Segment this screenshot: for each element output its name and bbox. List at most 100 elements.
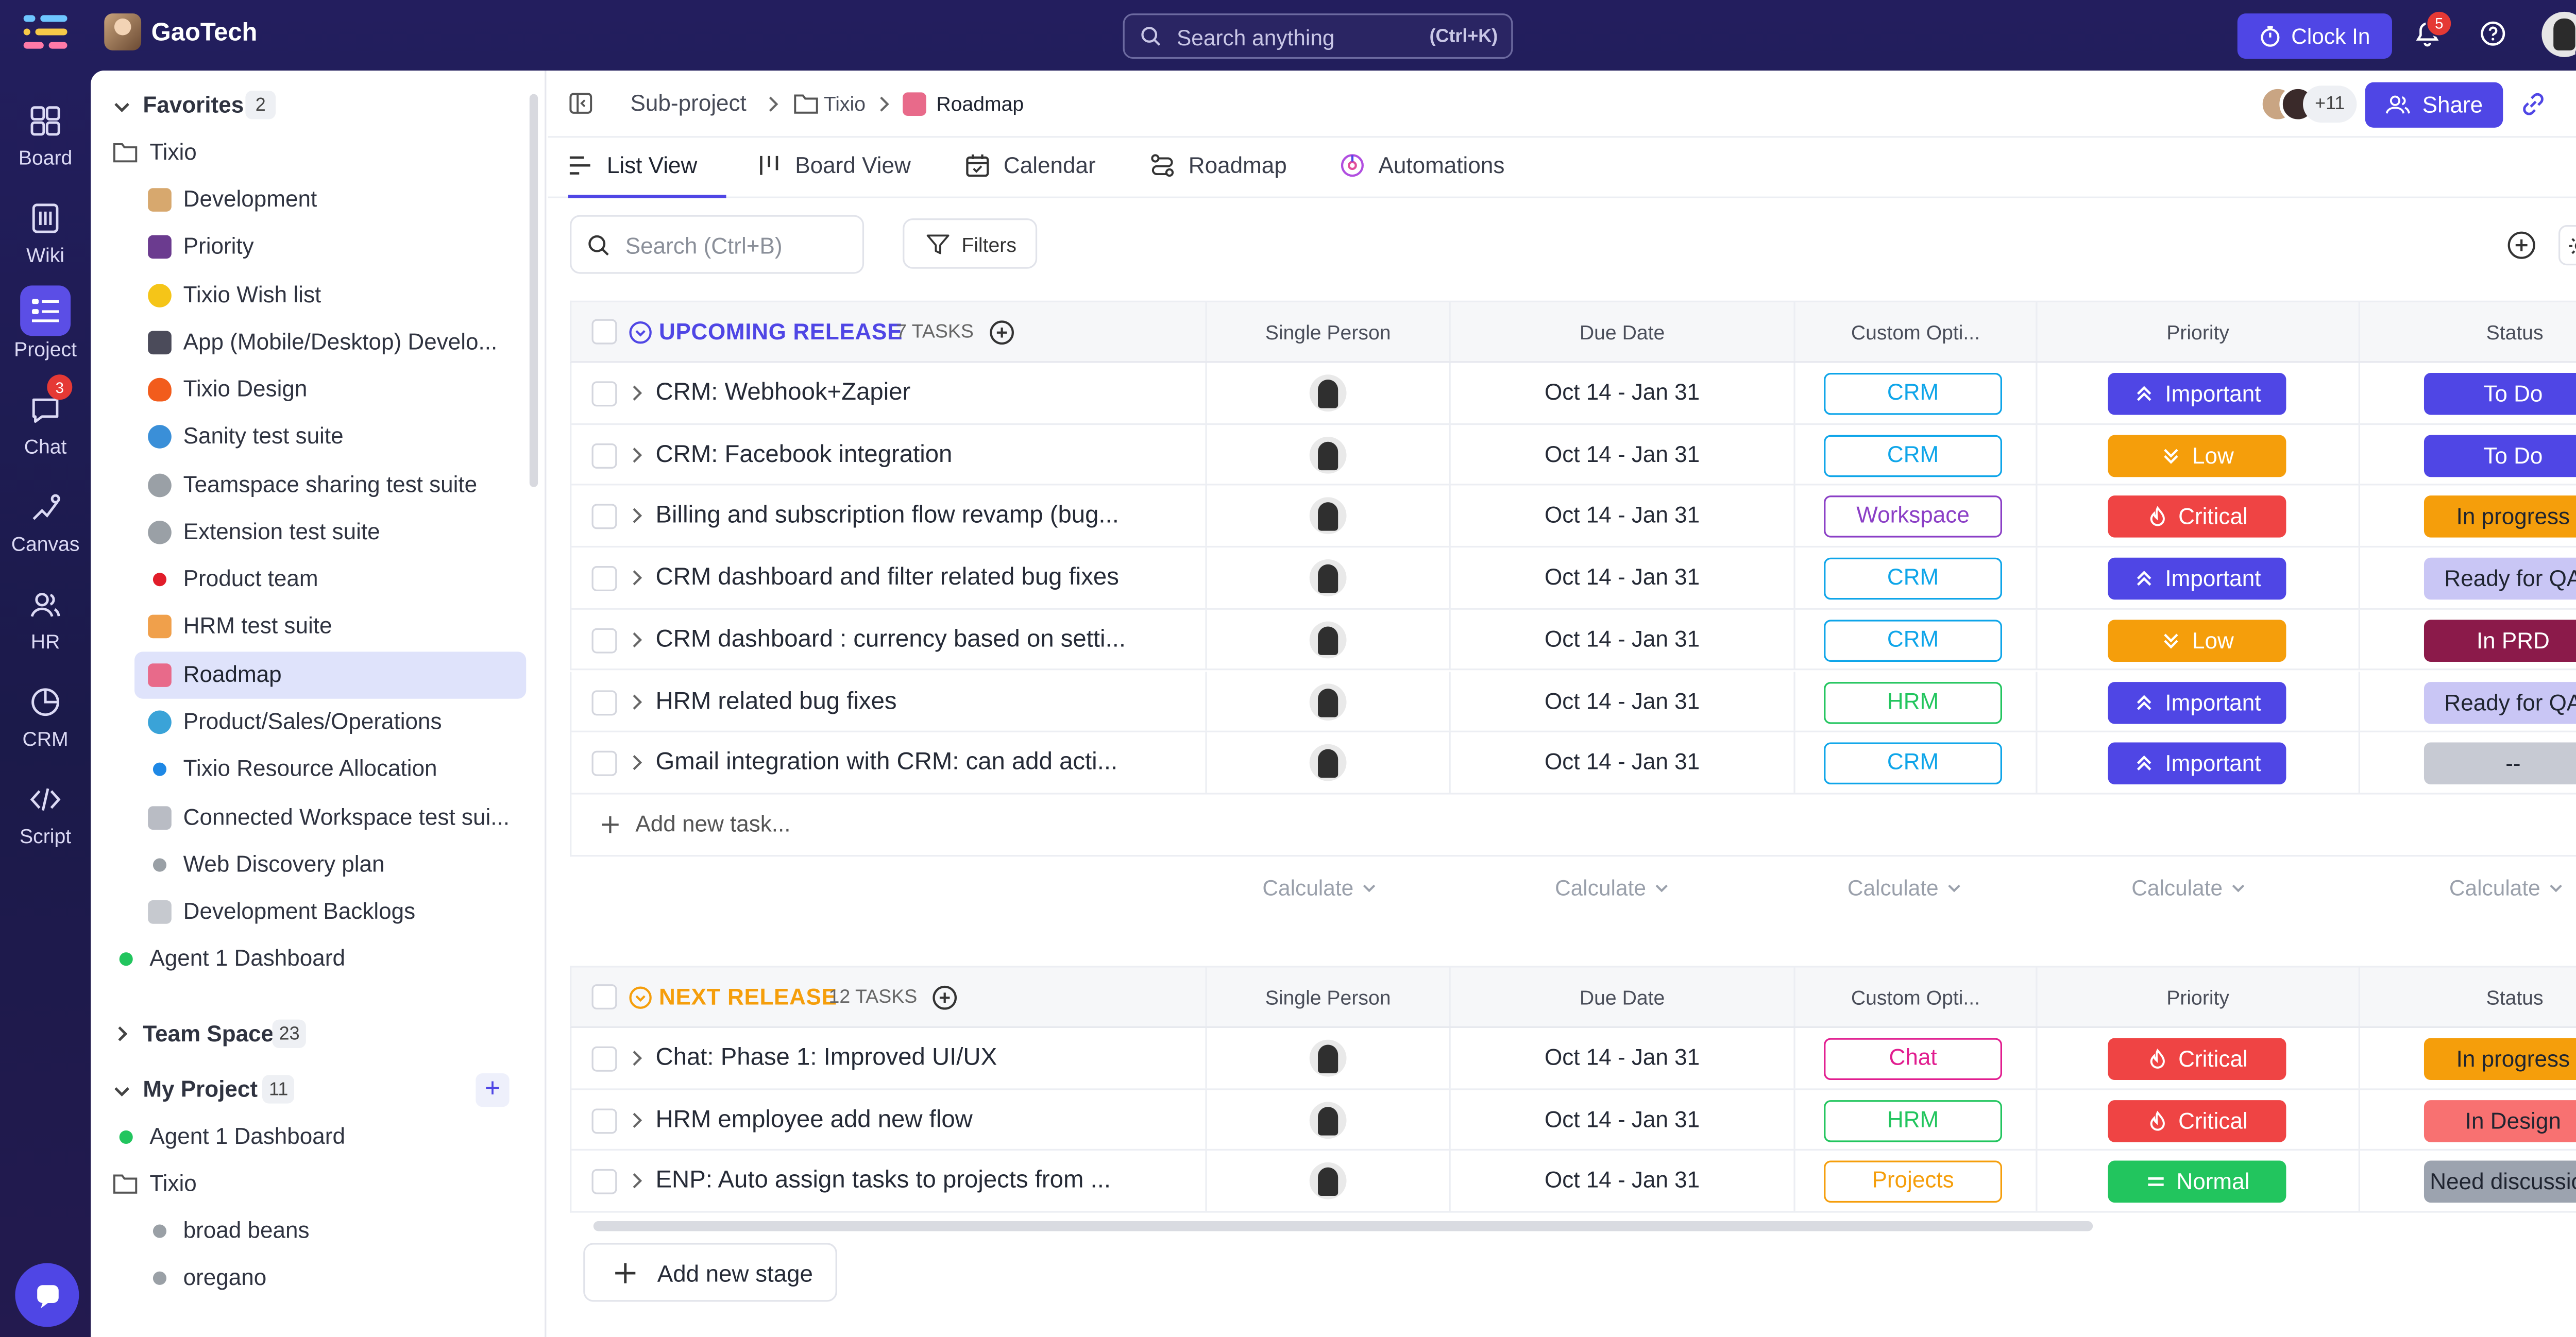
status-badge[interactable]: Need discussion — [2424, 1161, 2576, 1204]
assignee-avatar[interactable] — [1309, 1039, 1347, 1077]
table-row[interactable]: CRM: Webhook+Zapier Oct 14 - Jan 31 CRM Imp… — [570, 363, 2576, 425]
chevron-right-icon[interactable] — [629, 629, 646, 649]
table-horizontal-scrollbar[interactable] — [593, 1221, 2093, 1231]
row-select-checkbox[interactable] — [591, 1170, 617, 1195]
row-select-checkbox[interactable] — [591, 566, 617, 592]
sidebar-folder-tixio[interactable]: Tixio — [91, 134, 531, 172]
view-settings-button[interactable] — [2558, 225, 2576, 266]
sidebar-item-my-agent[interactable]: Agent 1 Dashboard — [91, 1119, 531, 1156]
column-header-custom-option[interactable]: Custom Opti... — [1851, 320, 1980, 345]
row-select-checkbox[interactable] — [591, 1108, 617, 1134]
priority-badge[interactable]: Normal — [2108, 1161, 2286, 1204]
custom-option-tag[interactable]: CRM — [1824, 373, 2002, 415]
row-select-checkbox[interactable] — [591, 504, 617, 530]
priority-badge[interactable]: Critical — [2108, 496, 2286, 538]
custom-option-tag[interactable]: Workspace — [1824, 496, 2002, 538]
table-row[interactable]: Gmail integration with CRM: can add acti… — [570, 732, 2576, 795]
sidebar-item-roadmap[interactable]: Roadmap — [91, 657, 531, 694]
table-row[interactable]: Billing and subscription flow revamp (bu… — [570, 486, 2576, 548]
collapse-circle-icon[interactable] — [629, 321, 652, 345]
assignee-avatar[interactable] — [1309, 436, 1347, 473]
task-name[interactable]: Gmail integration with CRM: can add acti… — [655, 749, 1118, 777]
table-row[interactable]: HRM related bug fixes Oct 14 - Jan 31 HRM I… — [570, 671, 2576, 733]
sidebar-item-teamspace-test[interactable]: Teamspace sharing test suite — [91, 467, 531, 504]
workspace-name[interactable]: GaoTech — [151, 18, 258, 47]
custom-option-tag[interactable]: HRM — [1824, 681, 2002, 723]
calculate-due-date[interactable]: Calculate — [1555, 875, 1670, 900]
sidebar-item-development[interactable]: Development — [91, 181, 531, 218]
sidebar-item-app-development[interactable]: App (Mobile/Desktop) Develo... — [91, 324, 531, 361]
column-header-status[interactable]: Status — [2486, 320, 2544, 345]
table-row[interactable]: ENP: Auto assign tasks to projects from … — [570, 1151, 2576, 1213]
status-badge[interactable]: To Do — [2424, 373, 2576, 415]
task-name[interactable]: HRM employee add new flow — [655, 1106, 973, 1134]
row-select-checkbox[interactable] — [591, 628, 617, 653]
collapse-circle-icon[interactable] — [629, 986, 652, 1009]
due-date[interactable]: Oct 14 - Jan 31 — [1545, 441, 1700, 467]
sidebar-team-space[interactable]: Team Space 23 — [91, 1016, 531, 1053]
app-logo-icon[interactable] — [23, 15, 67, 55]
due-date[interactable]: Oct 14 - Jan 31 — [1545, 749, 1700, 775]
sidebar-item-connected-workspace[interactable]: Connected Workspace test sui... — [91, 799, 531, 836]
priority-badge[interactable]: Important — [2108, 373, 2286, 415]
assignee-avatar[interactable] — [1309, 374, 1347, 412]
due-date[interactable]: Oct 14 - Jan 31 — [1545, 1044, 1700, 1070]
column-header-due-date[interactable]: Due Date — [1579, 320, 1665, 345]
status-badge[interactable]: In progress — [2424, 1038, 2576, 1081]
task-name[interactable]: CRM dashboard and filter related bug fix… — [655, 564, 1119, 592]
custom-option-tag[interactable]: Chat — [1824, 1038, 2002, 1081]
column-header-priority[interactable]: Priority — [2166, 320, 2230, 345]
due-date[interactable]: Oct 14 - Jan 31 — [1545, 503, 1700, 528]
chevron-right-icon[interactable] — [629, 568, 646, 588]
column-header-person[interactable]: Single Person — [1265, 986, 1391, 1010]
add-column-button[interactable] — [2501, 225, 2541, 265]
status-badge[interactable]: In PRD — [2424, 619, 2576, 662]
sidebar-folder-my-tixio[interactable]: Tixio — [91, 1165, 531, 1203]
due-date[interactable]: Oct 14 - Jan 31 — [1545, 1106, 1700, 1132]
rail-script[interactable]: Script — [0, 769, 91, 860]
share-button[interactable]: Share — [2365, 82, 2503, 128]
priority-badge[interactable]: Critical — [2108, 1038, 2286, 1081]
global-search[interactable]: Search anything (Ctrl+K) — [1123, 13, 1513, 59]
task-name[interactable]: Billing and subscription flow revamp (bu… — [655, 503, 1119, 530]
custom-option-tag[interactable]: Projects — [1824, 1161, 2002, 1204]
sidebar-item-priority[interactable]: Priority — [91, 229, 531, 266]
sidebar-favorites[interactable]: Favorites 2 — [91, 88, 531, 125]
custom-option-tag[interactable]: CRM — [1824, 434, 2002, 477]
sidebar-item-product-sales[interactable]: Product/Sales/Operations — [91, 704, 531, 741]
chat-launcher-button[interactable] — [15, 1263, 79, 1327]
chevron-right-icon[interactable] — [629, 753, 646, 773]
custom-option-tag[interactable]: CRM — [1824, 619, 2002, 662]
sidebar-item-broad-beans[interactable]: broad beans — [91, 1213, 531, 1250]
rail-crm[interactable]: CRM — [0, 672, 91, 763]
priority-badge[interactable]: Low — [2108, 619, 2286, 662]
assignee-avatar[interactable] — [1309, 744, 1347, 782]
task-search-input[interactable]: Search (Ctrl+B) — [570, 215, 865, 274]
workspace-avatar[interactable] — [104, 13, 142, 50]
add-project-button[interactable]: + — [476, 1073, 510, 1107]
sidebar-item-resource-allocation[interactable]: Tixio Resource Allocation — [91, 751, 531, 788]
status-badge[interactable]: -- — [2424, 743, 2576, 785]
chevron-right-icon[interactable] — [629, 1048, 646, 1068]
rail-canvas[interactable]: Canvas — [0, 477, 91, 568]
task-name[interactable]: HRM related bug fixes — [655, 688, 897, 715]
priority-badge[interactable]: Critical — [2108, 1100, 2286, 1142]
more-members-count[interactable]: +11 — [2303, 85, 2357, 123]
chevron-right-icon[interactable] — [629, 1171, 646, 1191]
sidebar-item-sanity-test[interactable]: Sanity test suite — [91, 418, 531, 455]
calculate-custom-option[interactable]: Calculate — [1848, 875, 1962, 900]
group-title[interactable]: UPCOMING RELEASE — [659, 319, 903, 345]
sidebar-my-project[interactable]: My Project 11 — [91, 1072, 531, 1109]
sidebar-item-hrm-test[interactable]: HRM test suite — [91, 608, 531, 645]
add-task-circle-icon[interactable] — [931, 984, 958, 1011]
rail-wiki[interactable]: Wiki — [0, 188, 91, 279]
status-badge[interactable]: In Design — [2424, 1100, 2576, 1142]
row-select-checkbox[interactable] — [591, 442, 617, 468]
rail-chat[interactable]: Chat — [0, 380, 91, 470]
row-select-checkbox[interactable] — [591, 751, 617, 777]
custom-option-tag[interactable]: CRM — [1824, 743, 2002, 785]
task-name[interactable]: CRM: Facebook integration — [655, 441, 953, 468]
sidebar-item-oregano[interactable]: oregano — [91, 1260, 531, 1297]
add-task-circle-icon[interactable] — [989, 319, 1015, 346]
row-select-checkbox[interactable] — [591, 1046, 617, 1072]
